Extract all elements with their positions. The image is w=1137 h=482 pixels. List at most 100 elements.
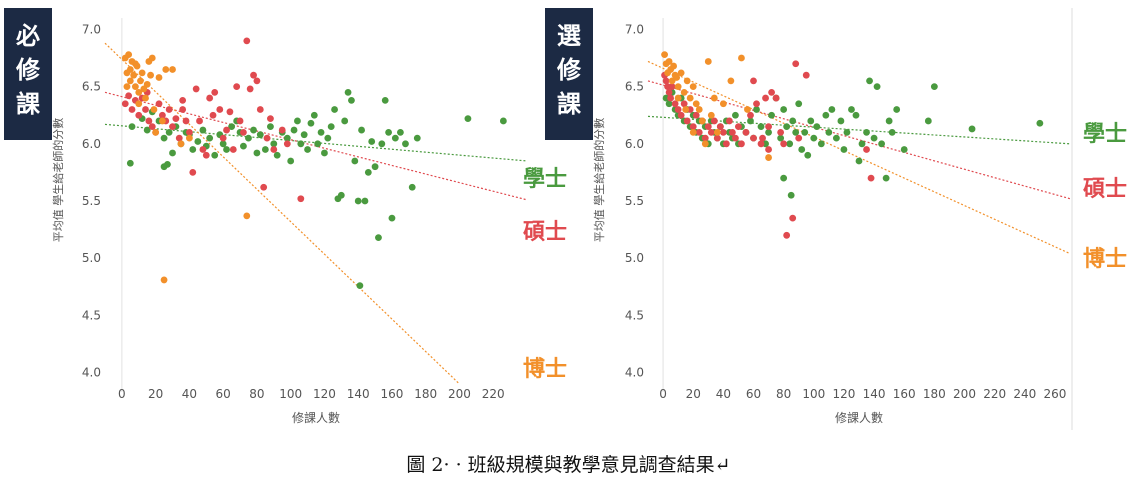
- data-point-bachelor: [855, 157, 863, 165]
- data-point-bachelor: [165, 128, 173, 136]
- data-point-master: [738, 140, 745, 148]
- data-point-bachelor: [199, 126, 207, 134]
- data-point-master: [189, 169, 197, 176]
- data-point-bachelor: [893, 106, 901, 113]
- data-point-master: [722, 140, 730, 148]
- data-point-master: [683, 117, 691, 125]
- data-point-bachelor: [160, 134, 168, 142]
- data-point-bachelor: [267, 123, 274, 131]
- data-point-master: [250, 71, 257, 79]
- data-point-bachelor: [885, 117, 893, 125]
- data-point-bachelor: [780, 106, 788, 113]
- data-point-master: [789, 214, 797, 222]
- data-point-bachelor: [364, 169, 372, 176]
- y-tick-label: 4.5: [82, 308, 101, 322]
- data-point-bachelor: [300, 131, 308, 139]
- data-point-bachelor: [499, 117, 507, 125]
- data-point-bachelor: [358, 126, 365, 134]
- data-point-doctor: [155, 74, 163, 81]
- data-point-bachelor: [870, 134, 878, 142]
- data-point-master: [236, 117, 244, 125]
- data-point-master: [206, 94, 214, 102]
- data-point-master: [742, 128, 750, 136]
- data-point-master: [792, 60, 800, 68]
- data-point-bachelor: [356, 282, 364, 290]
- data-point-master: [729, 128, 736, 136]
- data-point-doctor: [674, 94, 682, 102]
- data-point-master: [256, 106, 264, 113]
- data-point-doctor: [150, 106, 158, 113]
- data-point-doctor: [719, 100, 727, 108]
- data-point-master: [199, 146, 207, 153]
- data-point-bachelor: [801, 128, 809, 136]
- data-point-master: [680, 100, 688, 108]
- x-tick-label: 240: [1013, 387, 1036, 401]
- x-tick-label: 200: [448, 387, 471, 401]
- data-point-master: [179, 106, 187, 113]
- data-point-bachelor: [351, 157, 359, 165]
- data-point-bachelor: [381, 96, 389, 104]
- data-point-bachelor: [219, 140, 227, 148]
- data-point-master: [689, 123, 697, 131]
- data-point-master: [253, 77, 261, 85]
- x-tick-label: 0: [118, 387, 126, 401]
- y-tick-label: 5.5: [625, 194, 644, 208]
- data-point-master: [704, 123, 712, 131]
- data-point-master: [750, 134, 757, 142]
- scatter-chart-figure: 必修課 4.0 4.5 5.0 5.5 6.0 6.5 7.0 0 20 40 60 80 100 120 1…: [4, 8, 1127, 430]
- data-point-doctor: [169, 66, 176, 73]
- data-point-bachelor: [878, 140, 886, 148]
- data-point-bachelor: [240, 142, 247, 150]
- data-point-bachelor: [798, 146, 806, 153]
- data-point-master: [155, 100, 163, 108]
- data-point-bachelor: [832, 134, 840, 142]
- data-point-master: [233, 83, 241, 91]
- data-point-bachelor: [344, 88, 352, 96]
- data-point-bachelor: [287, 157, 295, 165]
- data-point-doctor: [177, 140, 185, 148]
- data-point-bachelor: [307, 119, 315, 127]
- x-tick-label: 80: [776, 387, 791, 401]
- data-point-bachelor: [840, 146, 848, 153]
- data-point-doctor: [152, 128, 160, 136]
- y-tick-label: 4.5: [625, 308, 644, 322]
- data-point-bachelor: [413, 134, 421, 142]
- data-point-doctor: [695, 106, 703, 113]
- x-tick-label: 20: [686, 387, 701, 401]
- data-point-bachelor: [795, 100, 803, 108]
- x-tick-label: 260: [1043, 387, 1066, 401]
- data-point-master: [175, 134, 183, 142]
- data-point-master: [192, 85, 200, 93]
- data-point-doctor: [692, 100, 700, 108]
- data-point-master: [716, 123, 724, 131]
- y-tick-label: 5.0: [82, 251, 101, 265]
- data-point-master: [243, 37, 251, 45]
- data-point-bachelor: [402, 140, 409, 148]
- x-tick-label: 40: [182, 387, 197, 401]
- data-point-bachelor: [324, 134, 332, 142]
- data-point-bachelor: [348, 96, 355, 104]
- data-point-master: [662, 77, 670, 85]
- data-point-bachelor: [825, 128, 833, 136]
- data-point-bachelor: [169, 149, 176, 157]
- x-tick-label: 60: [746, 387, 761, 401]
- data-point-master: [750, 77, 757, 85]
- data-point-doctor: [677, 69, 685, 77]
- data-point-bachelor: [786, 140, 794, 148]
- data-point-doctor: [137, 77, 144, 85]
- x-tick-label: 100: [279, 387, 302, 401]
- data-point-doctor: [689, 83, 697, 91]
- data-point-doctor: [125, 51, 133, 58]
- data-point-bachelor: [866, 77, 873, 85]
- data-point-doctor: [135, 100, 143, 108]
- data-point-doctor: [665, 58, 673, 65]
- data-point-doctor: [765, 154, 772, 161]
- data-point-bachelor: [817, 140, 825, 148]
- data-point-bachelor: [873, 83, 881, 91]
- data-point-bachelor: [371, 163, 379, 171]
- data-point-bachelor: [361, 197, 369, 205]
- data-point-master: [777, 128, 785, 136]
- data-point-master: [665, 88, 673, 96]
- data-point-doctor: [673, 74, 681, 81]
- data-point-master: [135, 111, 143, 119]
